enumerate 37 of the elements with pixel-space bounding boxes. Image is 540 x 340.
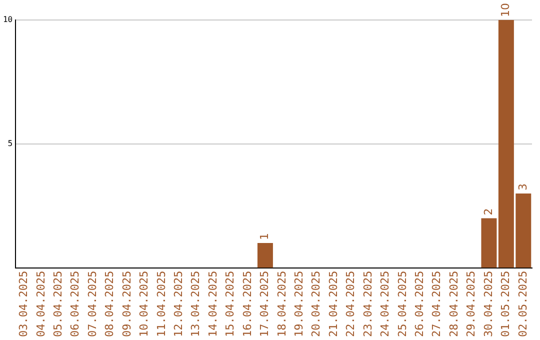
x-tick-label: 04.04.2025	[34, 270, 48, 338]
data-label: 3	[516, 183, 530, 190]
x-tick-label: 28.04.2025	[447, 270, 460, 338]
x-tick-label: 02.05.2025	[516, 270, 530, 338]
x-tick-label: 22.04.2025	[344, 270, 358, 338]
x-tick-label: 16.04.2025	[240, 270, 254, 338]
data-label: 1	[258, 232, 272, 240]
bar	[481, 218, 497, 268]
x-tick-label: 09.04.2025	[120, 270, 134, 338]
x-tick-label: 23.04.2025	[361, 270, 374, 338]
x-tick-label: 30.04.2025	[482, 270, 495, 338]
x-tick-label: 15.04.2025	[224, 270, 237, 338]
x-tick-label: 03.04.2025	[17, 270, 30, 338]
x-tick-label: 24.04.2025	[378, 270, 392, 338]
x-tick-label: 08.04.2025	[103, 270, 116, 338]
data-label: 10	[499, 3, 512, 17]
x-tick-label: 06.04.2025	[68, 270, 82, 338]
x-tick-label: 17.04.2025	[258, 270, 272, 338]
x-tick-label: 21.04.2025	[326, 270, 340, 338]
x-tick-label: 29.04.2025	[464, 270, 478, 338]
x-tick-label: 07.04.2025	[86, 270, 99, 338]
x-tick-label: 19.04.2025	[292, 270, 306, 338]
x-tick-label: 20.04.2025	[310, 270, 323, 338]
x-tick-label: 11.04.2025	[154, 270, 168, 338]
x-tick-label: 27.04.2025	[430, 270, 444, 338]
data-label: 2	[482, 208, 495, 216]
bar	[257, 242, 273, 268]
x-tick-label: 05.04.2025	[52, 270, 65, 338]
x-tick-label: 13.04.2025	[189, 270, 202, 338]
x-tick-label: 25.04.2025	[396, 270, 409, 338]
x-tick-label: 12.04.2025	[172, 270, 186, 338]
x-tick-label: 01.05.2025	[499, 270, 512, 338]
x-tick-label: 14.04.2025	[206, 270, 220, 338]
x-tick-label: 26.04.2025	[412, 270, 426, 338]
y-tick-label: 5	[8, 138, 13, 148]
x-tick-label: 10.04.2025	[138, 270, 151, 338]
x-tick-label: 18.04.2025	[275, 270, 288, 338]
